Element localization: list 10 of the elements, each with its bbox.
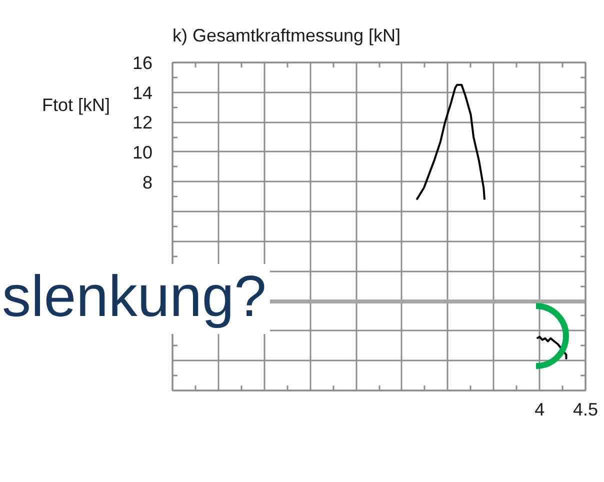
annotation: slenkung? — [2, 264, 266, 331]
y-tick-label: 12 — [132, 112, 153, 133]
y-tick-label: 14 — [132, 82, 153, 103]
y-tick-label: 8 — [142, 172, 153, 192]
y-tick-label: 10 — [132, 142, 153, 162]
chart-title: k) Gesamtkraftmessung [kN] — [172, 26, 401, 46]
y-tick-label: 16 — [132, 53, 153, 73]
x-tick-label: 4 — [534, 400, 545, 420]
y-axis-title: Ftot [kN] — [42, 95, 110, 116]
x-tick-label: 4.5 — [572, 400, 598, 420]
